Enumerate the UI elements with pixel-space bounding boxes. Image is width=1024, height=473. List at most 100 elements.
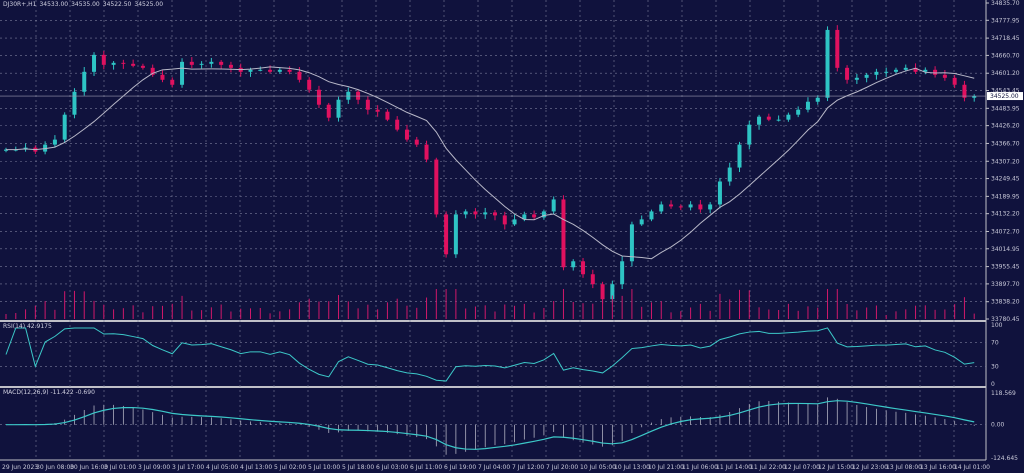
bear-candle bbox=[444, 214, 449, 255]
time-tick-label: 5 Jul 10:00 bbox=[308, 464, 340, 471]
time-tick-label: 6 Jul 19:00 bbox=[444, 464, 476, 471]
bull-candle bbox=[825, 29, 830, 98]
bull-candle bbox=[453, 214, 458, 255]
bull-candle bbox=[864, 74, 869, 78]
bull-candle bbox=[717, 181, 722, 205]
bull-candle bbox=[776, 119, 781, 121]
bear-candle bbox=[121, 62, 126, 64]
bull-candle bbox=[111, 62, 116, 65]
time-tick-label: 12 Jul 15:00 bbox=[818, 464, 854, 471]
bull-candle bbox=[893, 69, 898, 72]
macd-label: MACD(12,26,9) -11.422 -0.690 bbox=[3, 389, 95, 396]
bull-candle bbox=[52, 139, 57, 145]
time-tick-label: 3 Jul 17:00 bbox=[172, 464, 204, 471]
price-tick-label: 33780.45 bbox=[991, 316, 1020, 323]
price-tick-label: 34307.20 bbox=[991, 158, 1020, 165]
time-tick-label: 3 Jul 09:00 bbox=[138, 464, 170, 471]
bull-candle bbox=[923, 69, 928, 72]
price-tick-label: 34483.95 bbox=[991, 105, 1020, 112]
price-tick-label: 34718.45 bbox=[991, 35, 1020, 42]
price-tick-label: 34426.20 bbox=[991, 123, 1020, 130]
bear-candle bbox=[395, 119, 400, 130]
bear-candle bbox=[581, 261, 586, 275]
bear-candle bbox=[326, 104, 331, 118]
time-tick-label: 14 Jul 01:00 bbox=[954, 464, 990, 471]
bear-candle bbox=[913, 67, 918, 72]
bull-candle bbox=[209, 61, 214, 64]
rsi-tick-label: 0 bbox=[991, 381, 995, 388]
time-tick-label: 11 Jul 06:00 bbox=[682, 464, 718, 471]
time-tick-label: 3 Jul 01:00 bbox=[104, 464, 136, 471]
bull-candle bbox=[874, 71, 879, 75]
bear-candle bbox=[473, 211, 478, 215]
time-tick-label: 10 Jul 13:00 bbox=[614, 464, 650, 471]
time-tick-label: 13 Jul 16:00 bbox=[920, 464, 956, 471]
bull-candle bbox=[522, 214, 527, 220]
time-tick-label: 7 Jul 04:00 bbox=[478, 464, 510, 471]
bull-candle bbox=[815, 97, 820, 102]
bull-candle bbox=[541, 211, 546, 218]
bear-candle bbox=[590, 274, 595, 285]
rsi-tick-label: 100 bbox=[991, 322, 1003, 329]
bull-candle bbox=[649, 211, 654, 220]
time-tick-label: 11 Jul 22:00 bbox=[750, 464, 786, 471]
bull-candle bbox=[786, 114, 791, 120]
bull-candle bbox=[727, 167, 732, 182]
bull-candle bbox=[688, 204, 693, 208]
bull-candle bbox=[62, 114, 67, 140]
bear-candle bbox=[669, 204, 674, 207]
bull-candle bbox=[708, 204, 713, 210]
time-tick-label: 11 Jul 14:00 bbox=[716, 464, 752, 471]
bull-candle bbox=[72, 91, 77, 115]
bull-candle bbox=[199, 63, 204, 65]
macd-signal-line bbox=[6, 400, 975, 450]
current-price-label: 34525.00 bbox=[990, 93, 1019, 100]
price-tick-label: 34777.95 bbox=[991, 17, 1020, 24]
bear-candle bbox=[698, 204, 703, 210]
time-tick-label: 6 Jul 03:00 bbox=[376, 464, 408, 471]
bear-candle bbox=[502, 215, 507, 225]
time-tick-label: 5 Jul 02:00 bbox=[274, 464, 306, 471]
bear-candle bbox=[835, 29, 840, 68]
macd-tick-label: 0.00 bbox=[991, 422, 1005, 429]
bull-candle bbox=[972, 96, 977, 98]
bull-candle bbox=[629, 224, 634, 262]
bear-candle bbox=[845, 67, 850, 80]
bear-candle bbox=[766, 116, 771, 120]
bear-candle bbox=[170, 79, 175, 85]
bear-candle bbox=[933, 69, 938, 75]
bull-candle bbox=[92, 54, 97, 72]
bull-candle bbox=[180, 61, 185, 85]
bear-candle bbox=[561, 199, 566, 268]
bull-candle bbox=[757, 116, 762, 125]
macd-tick-label: -124.645 bbox=[991, 455, 1018, 462]
moving-average-line bbox=[6, 66, 975, 260]
bull-candle bbox=[551, 199, 556, 212]
bull-candle bbox=[512, 219, 517, 225]
bear-candle bbox=[385, 111, 390, 120]
bull-candle bbox=[610, 284, 615, 300]
price-tick-label: 33838.20 bbox=[991, 299, 1020, 306]
current-price-box bbox=[987, 92, 1023, 101]
time-tick-label: 10 Jul 05:00 bbox=[580, 464, 616, 471]
bull-candle bbox=[747, 124, 752, 145]
bear-candle bbox=[287, 69, 292, 72]
bear-candle bbox=[424, 144, 429, 160]
time-tick-label: 30 Jun 08:00 bbox=[36, 464, 74, 471]
time-tick-label: 7 Jul 20:00 bbox=[546, 464, 578, 471]
price-tick-label: 34249.45 bbox=[991, 176, 1020, 183]
bear-candle bbox=[316, 89, 321, 105]
bull-candle bbox=[258, 69, 263, 71]
bear-candle bbox=[297, 71, 302, 80]
bull-candle bbox=[4, 149, 8, 151]
bull-candle bbox=[796, 109, 801, 115]
time-tick-label: 10 Jul 21:00 bbox=[648, 464, 684, 471]
rsi-tick-label: 30 bbox=[991, 363, 999, 370]
time-tick-label: 30 Jun 16:00 bbox=[70, 464, 108, 471]
symbol-label: DJ30R+,H1 bbox=[3, 1, 37, 8]
bear-candle bbox=[404, 129, 409, 140]
time-tick-label: 13 Jul 08:00 bbox=[886, 464, 922, 471]
bear-candle bbox=[150, 67, 155, 75]
time-tick-label: 5 Jul 18:00 bbox=[342, 464, 374, 471]
